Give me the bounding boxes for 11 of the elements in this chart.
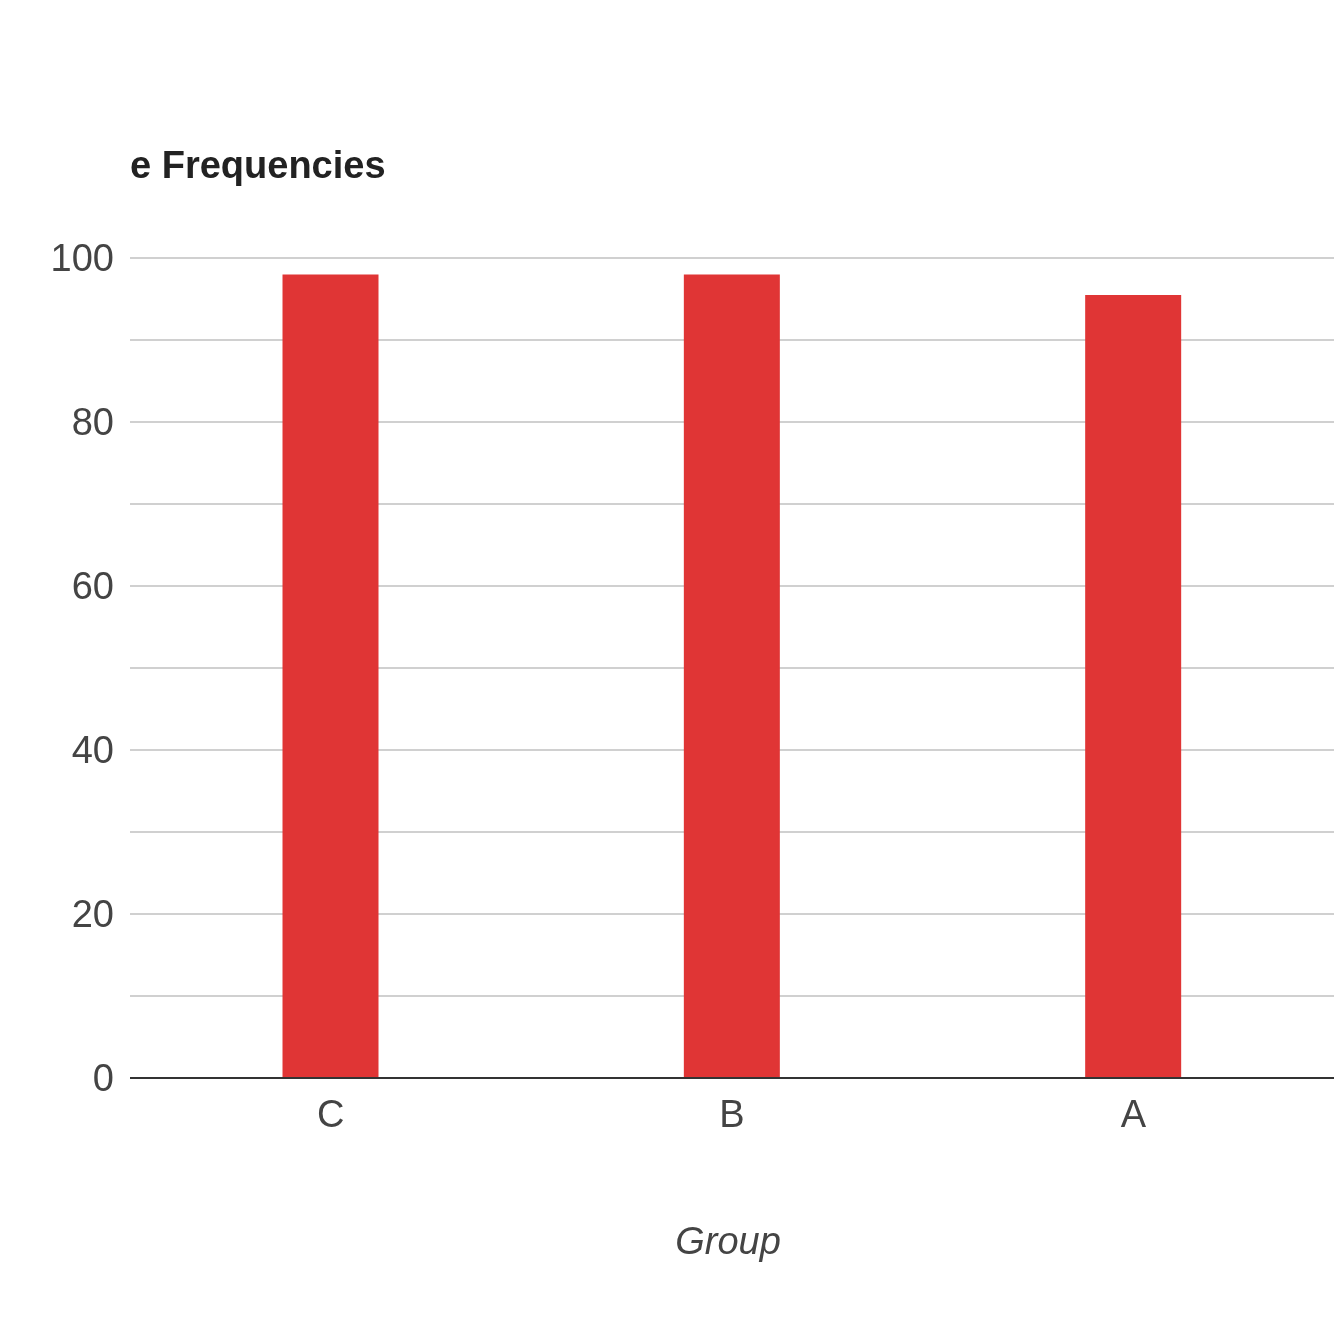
x-tick-label: A	[1120, 1092, 1147, 1135]
chart-title: e Frequencies	[130, 144, 386, 187]
y-tick-label: 20	[71, 893, 114, 936]
y-tick-label: 100	[50, 237, 114, 280]
x-tick-label: B	[719, 1092, 745, 1135]
y-tick-label: 40	[71, 729, 114, 772]
y-tick-label: 0	[92, 1057, 114, 1100]
y-tick-label: 60	[71, 565, 114, 608]
x-axis-title: Group	[674, 1220, 782, 1263]
x-tick-label: C	[316, 1092, 345, 1135]
y-tick-label: 80	[71, 401, 114, 444]
